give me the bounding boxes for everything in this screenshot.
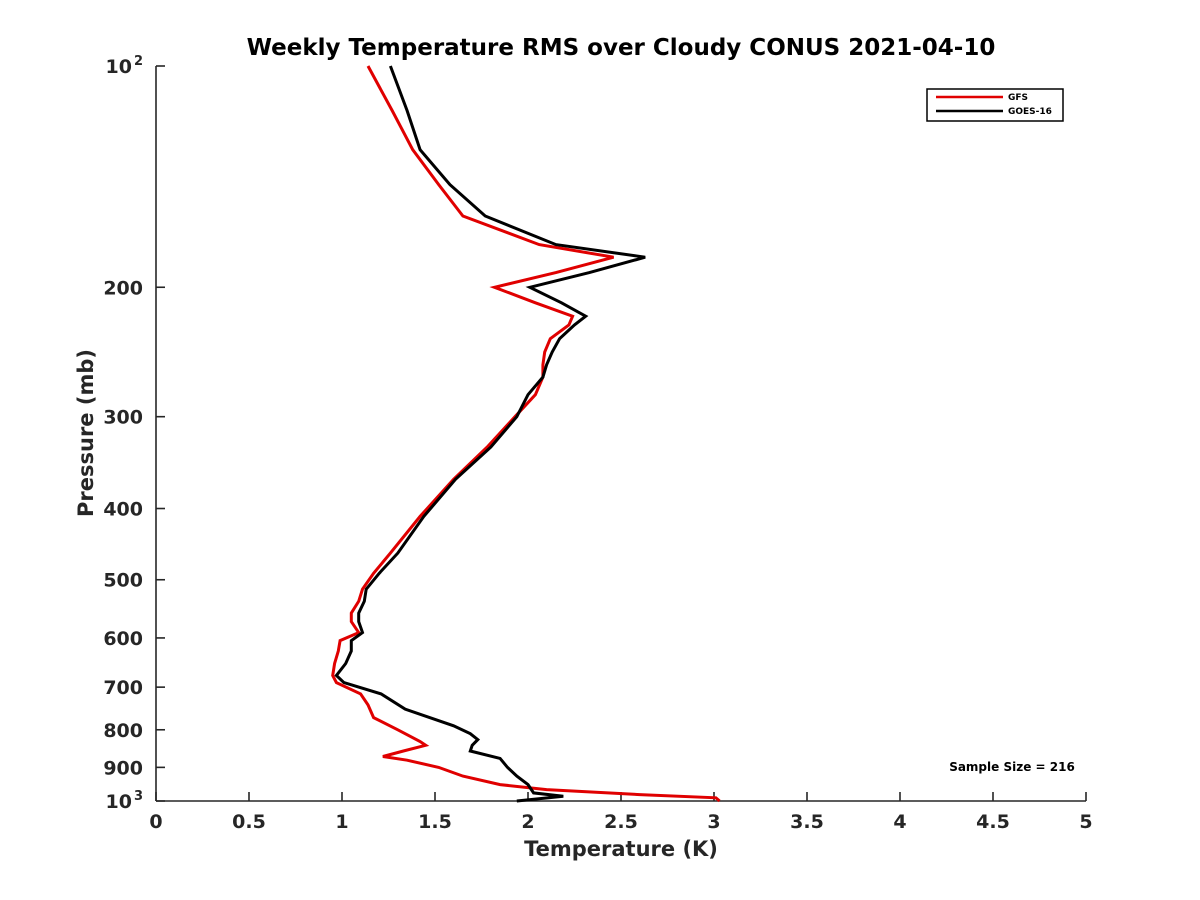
y-tick-label: 900 bbox=[103, 757, 143, 779]
x-tick-label: 2.5 bbox=[604, 811, 638, 833]
x-axis-label: Temperature (K) bbox=[524, 837, 718, 861]
chart-title: Weekly Temperature RMS over Cloudy CONUS… bbox=[247, 35, 996, 61]
x-tick-label: 4 bbox=[893, 811, 906, 833]
x-tick-label: 0 bbox=[149, 811, 162, 833]
x-tick-label: 3 bbox=[707, 811, 720, 833]
y-tick-label: 200 bbox=[103, 277, 143, 299]
x-tick-label: 1.5 bbox=[418, 811, 452, 833]
series-lines bbox=[331, 65, 721, 803]
y-tick-label: 500 bbox=[103, 570, 143, 592]
legend: GFS GOES-16 bbox=[926, 88, 1064, 122]
y-tick-exponent: 2 bbox=[134, 54, 143, 69]
legend-label-goes16: GOES-16 bbox=[1008, 107, 1052, 117]
x-tick-label: 2 bbox=[521, 811, 534, 833]
y-axis-label: Pressure (mb) bbox=[74, 349, 98, 517]
y-tick-exponent: 3 bbox=[134, 789, 143, 804]
series-line-goes16 bbox=[334, 65, 646, 803]
y-tick-label: 10 bbox=[106, 56, 132, 78]
y-tick-label: 400 bbox=[103, 499, 143, 521]
legend-label-gfs: GFS bbox=[1008, 93, 1028, 103]
y-tick-label: 600 bbox=[103, 628, 143, 650]
y-tick-label: 700 bbox=[103, 677, 143, 699]
axes bbox=[155, 66, 1086, 802]
x-tick-label: 0.5 bbox=[232, 811, 266, 833]
x-tick-label: 1 bbox=[335, 811, 348, 833]
y-tick-label: 10 bbox=[106, 791, 132, 813]
x-tick-label: 3.5 bbox=[790, 811, 824, 833]
legend-box bbox=[926, 88, 1064, 122]
x-tick-label: 4.5 bbox=[976, 811, 1010, 833]
sample-size-annotation: Sample Size = 216 bbox=[949, 760, 1075, 774]
y-tick-label: 300 bbox=[103, 407, 143, 429]
series-line-gfs bbox=[331, 65, 721, 803]
x-tick-label: 5 bbox=[1079, 811, 1092, 833]
x-ticks: 0 0.5 1 1.5 2 2.5 3 3.5 4 4.5 5 bbox=[149, 792, 1093, 833]
y-tick-label: 800 bbox=[103, 720, 143, 742]
